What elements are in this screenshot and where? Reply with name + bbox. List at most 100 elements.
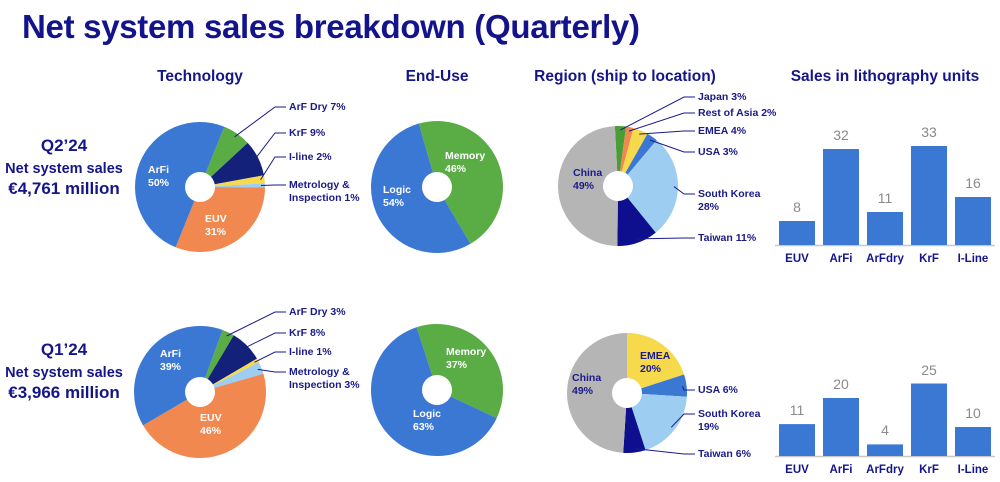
- slice-label: Rest of Asia 2%: [698, 107, 777, 119]
- leader-line: [673, 186, 695, 195]
- bar-category-label: KrF: [919, 253, 939, 265]
- slice-label: KrF 9%: [289, 127, 326, 139]
- bar-krf: [911, 146, 947, 245]
- leader-line: [260, 184, 286, 187]
- pie-chart: [135, 122, 265, 252]
- pie-slice-emea: [627, 333, 685, 393]
- pie-slice-china: [566, 333, 627, 453]
- pie-chart: [370, 120, 503, 254]
- slice-label: EUV 31%: [205, 213, 227, 238]
- slice-label: Memory 37%: [446, 346, 487, 371]
- bar-value-label: 25: [921, 361, 937, 378]
- bar-euv: [779, 221, 815, 245]
- pie-slice-japan: [614, 126, 627, 186]
- bar-category-label: I-Line: [957, 464, 989, 476]
- pie-slice-i-line: [200, 358, 259, 392]
- slice-label: ArFi 50%: [148, 164, 170, 189]
- pie-slice-euv: [143, 373, 266, 459]
- pie-slice-arf-dry: [200, 126, 248, 187]
- leader-line: [628, 112, 695, 132]
- slice-label: South Korea 19%: [698, 408, 761, 433]
- slice-label: EMEA 20%: [640, 350, 671, 375]
- bar-value-label: 8: [793, 199, 801, 215]
- bar-value-label: 33: [921, 124, 937, 140]
- slice-label: EMEA 4%: [698, 125, 747, 137]
- pie-chart: [134, 326, 266, 459]
- leader-line: [260, 156, 286, 181]
- bar-category-label: ArFi: [829, 253, 853, 265]
- pie-slice-arfi: [134, 326, 223, 426]
- pie-slice-arfi: [135, 122, 225, 248]
- quarter-sales-value: €3,966 million: [8, 383, 120, 402]
- pie-hole: [185, 172, 215, 202]
- quarter-label: Q1’24: [40, 340, 88, 359]
- bar-value-label: 11: [789, 402, 805, 419]
- slice-label: ArF Dry 3%: [289, 306, 346, 318]
- bar-arfi: [823, 149, 859, 245]
- pie-slice-logic: [370, 123, 471, 254]
- pie-slice-usa: [618, 133, 657, 186]
- pie-chart: [558, 126, 678, 246]
- quarter-sales-value: €4,761 million: [8, 179, 120, 198]
- bar-category-label: ArFdry: [866, 253, 904, 265]
- leader-line: [620, 96, 695, 131]
- slice-label: Metrology & Inspection 1%: [289, 179, 360, 204]
- pie-slice-krf: [200, 335, 257, 392]
- pie-chart: [371, 323, 504, 457]
- slice-label: Metrology & Inspection 3%: [289, 366, 360, 391]
- pie-hole: [422, 375, 452, 405]
- pie-slice-memory: [416, 323, 504, 419]
- bar-arfi: [823, 398, 859, 456]
- bar-category-label: I-Line: [957, 253, 989, 265]
- quarter-subtitle: Net system sales: [5, 365, 123, 381]
- page-title: Net system sales breakdown (Quarterly): [22, 8, 640, 45]
- slice-label: EUV 46%: [200, 412, 222, 437]
- slice-label: Memory 46%: [445, 150, 486, 175]
- units-header: Sales in lithography units: [790, 68, 980, 85]
- slice-label: Logic 63%: [413, 408, 441, 433]
- slice-label: Taiwan 11%: [698, 232, 757, 244]
- pie-slice-euv: [175, 187, 265, 252]
- leader-line: [682, 385, 695, 391]
- bar-value-label: 32: [833, 127, 849, 143]
- slice-label: ArFi 39%: [160, 348, 182, 373]
- quarter-subtitle: Net system sales: [5, 161, 123, 177]
- bar-value-label: 10: [965, 405, 981, 421]
- bar-category-label: EUV: [785, 464, 809, 476]
- bar-value-label: 11: [877, 190, 893, 206]
- leader-line: [636, 237, 695, 240]
- pie-slice-arf-dry: [200, 329, 234, 392]
- slice-label: USA 3%: [698, 146, 738, 158]
- pie-hole: [422, 172, 452, 202]
- slice-label: I-line 2%: [289, 151, 332, 163]
- q2-summary: Q2’24 Net system sales €4,761 million: [0, 136, 128, 199]
- slice-label: China 49%: [572, 372, 602, 397]
- pie-chart: [566, 333, 687, 453]
- bar-category-label: ArFdry: [866, 464, 904, 476]
- pie-slice-usa: [627, 374, 687, 397]
- bar-euv: [779, 424, 815, 456]
- pie-slice-metrology-inspection: [200, 362, 264, 392]
- pie-slice-memory: [418, 120, 503, 244]
- pie-hole: [185, 377, 215, 407]
- pie-slice-china: [558, 126, 618, 246]
- slice-label: KrF 8%: [289, 327, 326, 339]
- slice-label: Japan 3%: [698, 91, 747, 103]
- q1-summary: Q1’24 Net system sales €3,966 million: [0, 340, 128, 403]
- leader-line: [633, 448, 695, 455]
- quarter-label: Q2’24: [40, 136, 88, 155]
- pie-slice-taiwan: [623, 393, 646, 453]
- end-use-header: End-Use: [405, 68, 469, 85]
- pie-slice-i-line: [200, 175, 265, 187]
- technology-header: Technology: [157, 68, 243, 85]
- pie-slice-metrology-inspection: [200, 183, 265, 188]
- slice-label: ArF Dry 7%: [289, 101, 346, 113]
- pie-slice-south-korea: [627, 393, 687, 451]
- slice-label: South Korea 28%: [698, 188, 761, 213]
- leader-line: [254, 351, 286, 363]
- leader-line: [670, 413, 695, 428]
- bar-arfdry: [867, 212, 903, 245]
- leader-line: [639, 130, 695, 135]
- bar-krf: [911, 383, 947, 456]
